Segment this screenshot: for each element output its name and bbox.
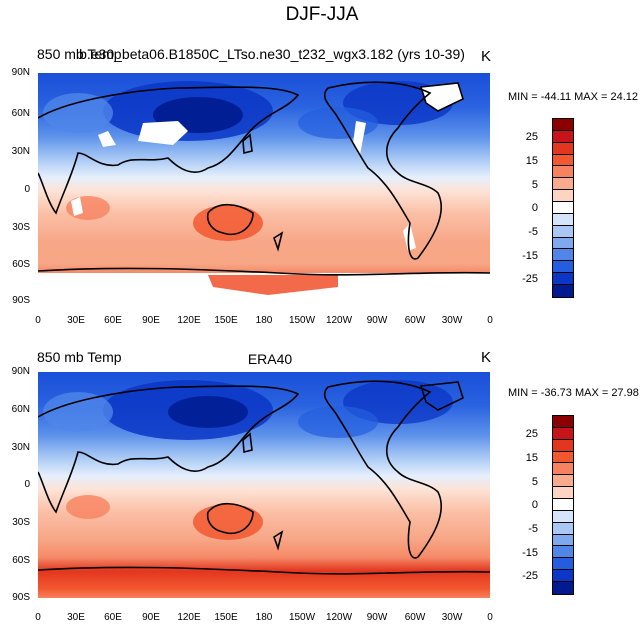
colorbar-swatch bbox=[553, 142, 573, 155]
colorbar-swatch bbox=[553, 166, 573, 179]
panel2-lon-label: 0 bbox=[487, 612, 493, 623]
panel1-lon-label: 150E bbox=[214, 315, 238, 326]
colorbar-swatch bbox=[553, 558, 573, 571]
panel1-lat-label: 30S bbox=[12, 222, 30, 233]
panel1-lat-label: 60N bbox=[11, 108, 30, 119]
panel1-lon-label: 30W bbox=[441, 315, 463, 326]
panel1-units: K bbox=[481, 48, 492, 65]
colorbar-swatch bbox=[553, 582, 573, 594]
panel1-lon-label: 120E bbox=[177, 315, 201, 326]
panel1-lon-label: 0 bbox=[487, 315, 493, 326]
colorbar-swatch bbox=[553, 130, 573, 143]
panel2-colorbar bbox=[552, 415, 574, 595]
panel2-case-label: ERA40 bbox=[247, 351, 293, 367]
panel1-lon-label: 60E bbox=[104, 315, 122, 326]
panel1-lat-label: 90S bbox=[12, 295, 30, 306]
colorbar-swatch bbox=[553, 213, 573, 226]
panel2-lon-label: 120E bbox=[177, 612, 201, 623]
panel2-map bbox=[38, 372, 490, 598]
panel2-colorbar-label: 0 bbox=[531, 499, 538, 511]
colorbar-swatch bbox=[553, 427, 573, 440]
panel1-colorbar-label: 25 bbox=[525, 131, 538, 143]
panel2-lon-label: 30E bbox=[67, 612, 85, 623]
panel2-lat-label: 60S bbox=[12, 555, 30, 566]
panel1-lon-label: 0 bbox=[35, 315, 41, 326]
panel2-min-max: MIN = -36.73 MAX = 27.98 bbox=[508, 387, 639, 399]
panel1-colorbar bbox=[552, 118, 574, 298]
panel2-colorbar-label: 25 bbox=[525, 428, 538, 440]
panel1-lat-label: 0 bbox=[24, 184, 30, 195]
colorbar-swatch bbox=[553, 534, 573, 547]
panel1-lon-label: 90W bbox=[366, 315, 388, 326]
colorbar-swatch bbox=[553, 510, 573, 523]
panel2-colorbar-label: -15 bbox=[522, 547, 538, 559]
panel2-units: K bbox=[481, 349, 492, 366]
colorbar-swatch bbox=[553, 499, 573, 511]
colorbar-swatch bbox=[553, 522, 573, 535]
panel2-lon-label: 0 bbox=[35, 612, 41, 623]
colorbar-swatch bbox=[553, 439, 573, 452]
panel1-lon-label: 120W bbox=[325, 315, 353, 326]
colorbar-swatch bbox=[553, 416, 573, 428]
panel2-lon-label: 150W bbox=[288, 612, 316, 623]
panel2-lon-label: 90E bbox=[142, 612, 160, 623]
panel2-lon-label: 60W bbox=[404, 612, 426, 623]
panel2-colorbar-label: 5 bbox=[531, 476, 538, 488]
panel1-case-label: b.e30_beta06.B1850C_LTso.ne30_t232_wgx3.… bbox=[79, 46, 465, 62]
panel2-colorbar-label: -5 bbox=[528, 523, 538, 535]
colorbar-swatch bbox=[553, 190, 573, 203]
panel2-lat-label: 0 bbox=[24, 479, 30, 490]
colorbar-swatch bbox=[553, 451, 573, 464]
panel2-lon-label: 180 bbox=[255, 612, 273, 623]
panel1-lon-label: 60W bbox=[404, 315, 426, 326]
colorbar-swatch bbox=[553, 570, 573, 583]
colorbar-swatch bbox=[553, 546, 573, 559]
panel2-lon-label: 150E bbox=[214, 612, 238, 623]
panel1-lon-label: 90E bbox=[142, 315, 160, 326]
colorbar-swatch bbox=[553, 273, 573, 286]
colorbar-swatch bbox=[553, 249, 573, 262]
colorbar-swatch bbox=[553, 463, 573, 476]
panel1-map bbox=[38, 73, 490, 300]
panel2-colorbar-label: 15 bbox=[525, 452, 538, 464]
panel1-lat-label: 30N bbox=[11, 146, 30, 157]
panel1-lon-label: 180 bbox=[255, 315, 273, 326]
colorbar-swatch bbox=[553, 237, 573, 250]
panel2-lon-label: 30W bbox=[441, 612, 463, 623]
panel2-colorbar-label: -25 bbox=[522, 570, 538, 582]
colorbar-swatch bbox=[553, 225, 573, 238]
panel1-min-max: MIN = -44.11 MAX = 24.12 bbox=[508, 91, 639, 103]
panel1-colorbar-label: -25 bbox=[522, 273, 538, 285]
panel1-colorbar-label: -5 bbox=[528, 226, 538, 238]
colorbar-swatch bbox=[553, 178, 573, 191]
panel2-lon-label: 60E bbox=[104, 612, 122, 623]
panel1-lon-label: 30E bbox=[67, 315, 85, 326]
panel1-colorbar-label: 15 bbox=[525, 155, 538, 167]
panel2-lon-label: 90W bbox=[366, 612, 388, 623]
panel1-variable-label: 850 mb Temp bbox=[37, 46, 122, 62]
colorbar-swatch bbox=[553, 475, 573, 488]
panel2-lat-label: 90S bbox=[12, 592, 30, 603]
panel2-lat-label: 90N bbox=[11, 366, 30, 377]
panel2-lat-label: 30N bbox=[11, 442, 30, 453]
colorbar-swatch bbox=[553, 285, 573, 297]
panel2-variable-label: 850 mb Temp bbox=[37, 349, 122, 365]
panel2-lat-label: 30S bbox=[12, 517, 30, 528]
panel1-lat-label: 60S bbox=[12, 259, 30, 270]
figure-title: DJF-JJA bbox=[285, 4, 359, 25]
panel2-lat-label: 60N bbox=[11, 404, 30, 415]
panel1-colorbar-label: -15 bbox=[522, 250, 538, 262]
colorbar-swatch bbox=[553, 261, 573, 274]
panel1-colorbar-label: 5 bbox=[531, 179, 538, 191]
panel1-lat-label: 90N bbox=[11, 67, 30, 78]
panel2-lon-label: 120W bbox=[325, 612, 353, 623]
colorbar-swatch bbox=[553, 202, 573, 214]
colorbar-swatch bbox=[553, 154, 573, 167]
panel1-lon-label: 150W bbox=[288, 315, 316, 326]
panel1-colorbar-label: 0 bbox=[531, 202, 538, 214]
colorbar-swatch bbox=[553, 119, 573, 131]
colorbar-swatch bbox=[553, 487, 573, 500]
